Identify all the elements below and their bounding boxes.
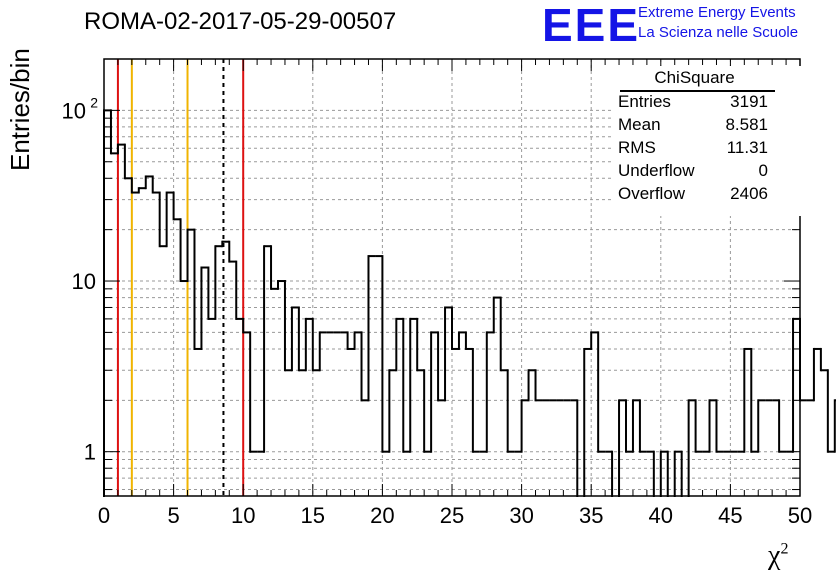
chart-title: ROMA-02-2017-05-29-00507 (84, 8, 397, 35)
y-tick-label: 10 (72, 269, 96, 294)
eee-logo: EEE (542, 0, 641, 51)
stats-value: 0 (758, 161, 768, 180)
x-axis-label-sup: 2 (780, 540, 789, 558)
stats-title: ChiSquare (654, 68, 735, 87)
stats-value: 3191 (730, 92, 768, 111)
stats-key: Entries (618, 92, 671, 111)
stats-value: 11.31 (726, 138, 768, 157)
stats-value: 8.581 (725, 115, 768, 134)
stats-row: Overflow 2406 (618, 184, 768, 206)
y-tick-label: 10 (62, 98, 86, 123)
x-tick-label: 45 (718, 503, 742, 528)
x-axis-label-base: χ (768, 540, 781, 571)
x-tick-label: 30 (509, 503, 533, 528)
x-tick-label: 40 (649, 503, 673, 528)
stats-key: Mean (618, 115, 661, 134)
axes (103, 58, 801, 497)
stats-row: Entries 3191 (618, 92, 768, 114)
y-tick-label: 1 (84, 440, 96, 465)
x-tick-label: 0 (98, 503, 110, 528)
histogram (103, 109, 836, 497)
x-tick-label: 25 (440, 503, 464, 528)
x-tick-label: 20 (370, 503, 394, 528)
x-tick-label: 50 (788, 503, 812, 528)
y-tick-label-exponent: 2 (90, 94, 98, 110)
stats-divider (620, 90, 775, 92)
stats-row: RMS 11.31 (618, 138, 768, 160)
stats-key: RMS (618, 138, 656, 157)
stats-row: Underflow 0 (618, 161, 768, 183)
x-tick-label: 35 (579, 503, 603, 528)
logo-line-1: Extreme Energy Events (638, 4, 796, 21)
x-tick-label: 5 (167, 503, 179, 528)
stats-row: Mean 8.581 (618, 115, 768, 137)
stats-box: ChiSquare Entries 3191 Mean 8.581 RMS 11… (612, 66, 804, 216)
x-tick-label: 15 (301, 503, 325, 528)
stats-key: Overflow (618, 184, 686, 203)
x-tick-label: 10 (231, 503, 255, 528)
x-axis-label: χ2 (768, 540, 788, 572)
stats-key: Underflow (618, 161, 695, 180)
logo-line-2: La Scienza nelle Scuole (638, 24, 799, 41)
y-axis-label: Entries/bin (5, 48, 35, 171)
stats-value: 2406 (730, 184, 768, 203)
